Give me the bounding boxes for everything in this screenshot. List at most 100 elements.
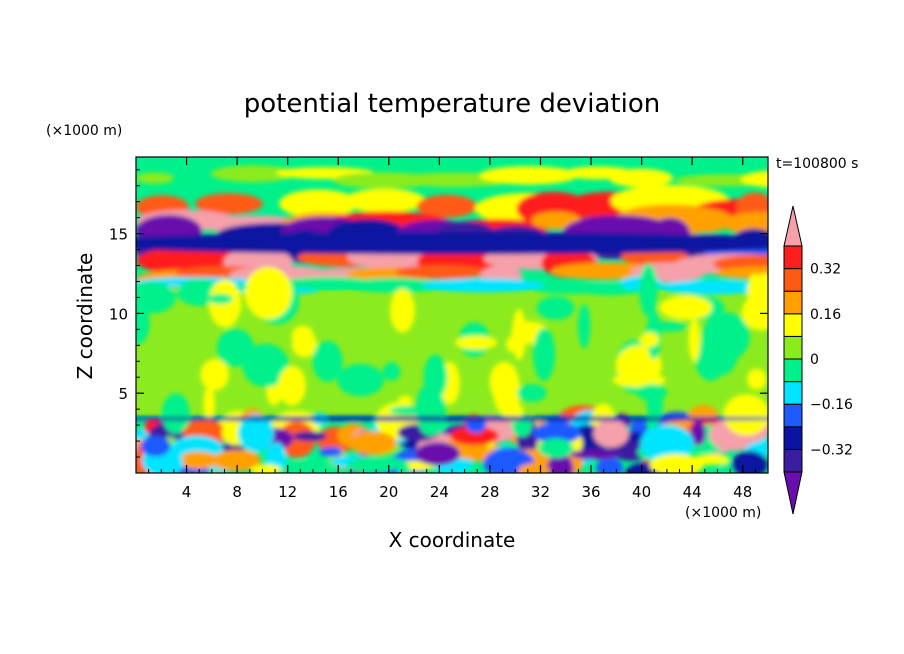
- x-tick-label: 24: [430, 483, 449, 501]
- contour-blob: [659, 295, 712, 320]
- contour-blob: [639, 263, 658, 317]
- contour-blob: [741, 170, 768, 188]
- x-tick-label: 8: [232, 483, 242, 501]
- contour-blob: [608, 168, 673, 188]
- colorbar-label: −0.32: [810, 442, 853, 458]
- time-label: t=100800 s: [776, 156, 858, 172]
- y-axis: 5 10 15: [109, 169, 768, 458]
- contour-blob: [649, 454, 704, 473]
- contour-blob: [177, 451, 219, 470]
- contour-blob: [348, 431, 397, 456]
- x-axis-label: X coordinate: [389, 528, 516, 552]
- contour-blob: [389, 405, 427, 416]
- contour-blob: [319, 446, 343, 457]
- contour-blob: [140, 435, 171, 457]
- contour-blob: [741, 294, 768, 331]
- contour-blob: [690, 421, 706, 446]
- contour-blob: [518, 463, 551, 473]
- contour-blob: [337, 363, 385, 397]
- colorbar-segment: [783, 426, 803, 450]
- contour-blob: [212, 449, 262, 472]
- colorbar-label: 0.16: [810, 307, 841, 323]
- contour-blob: [292, 431, 327, 442]
- contour-blob: [208, 293, 234, 305]
- contour-blob: [512, 309, 526, 361]
- contour-blob: [731, 450, 768, 473]
- colorbar-segment: [783, 268, 803, 292]
- contour-blob: [747, 273, 763, 311]
- contour-field: [136, 157, 768, 473]
- colorbar-segment: [783, 448, 803, 473]
- contour-blob: [578, 303, 591, 349]
- y-tick-label: 15: [109, 226, 128, 244]
- contour-blob: [532, 422, 582, 444]
- contour-blob: [639, 332, 660, 348]
- contour-blob: [279, 189, 358, 218]
- contour-blob: [200, 358, 229, 391]
- contour-blob: [161, 393, 190, 434]
- x-unit-label: (×1000 m): [685, 505, 761, 521]
- contour-blob: [347, 457, 397, 473]
- colorbar-label: 0: [810, 352, 819, 368]
- colorbar-segment: [783, 313, 803, 337]
- contour-blob: [536, 296, 575, 320]
- x-axis: 4 8 12 16 20 24 28 32 36 40 44 48: [148, 157, 756, 501]
- y-tick-label: 5: [118, 385, 128, 403]
- contour-blob: [344, 277, 445, 293]
- contour-blob: [278, 421, 316, 459]
- contour-blob: [415, 442, 460, 466]
- contour-blob: [517, 383, 547, 403]
- contour-blob: [483, 448, 535, 473]
- contour-blob: [723, 394, 768, 436]
- contour-blob: [673, 208, 733, 233]
- colorbar-label: −0.16: [810, 397, 853, 413]
- y-unit-label: (×1000 m): [46, 123, 122, 139]
- contour-blob: [533, 327, 556, 381]
- x-tick-label: 48: [733, 483, 752, 501]
- contour-blob: [636, 384, 668, 401]
- contour-blob: [242, 343, 289, 388]
- x-tick-label: 4: [182, 483, 192, 501]
- chart-title: potential temperature deviation: [244, 89, 660, 119]
- colorbar-min-arrow: [783, 471, 803, 515]
- y-axis-label: Z coordinate: [73, 253, 97, 380]
- contour-blob: [282, 459, 331, 473]
- contour-blob: [531, 211, 581, 230]
- colorbar-segment: [783, 290, 803, 315]
- contour-blob: [479, 166, 578, 185]
- colorbar-segment: [783, 335, 803, 360]
- contour-blob: [390, 288, 415, 333]
- contour-blob: [416, 194, 477, 218]
- contour-blob: [136, 172, 174, 184]
- colorbar-segment: [783, 403, 803, 428]
- contour-blob: [343, 188, 426, 213]
- colorbar: 0.32 0.16 0 −0.16 −0.32: [783, 205, 853, 515]
- contour-blob: [250, 464, 282, 473]
- contour-blob: [136, 232, 768, 255]
- x-tick-label: 20: [379, 483, 398, 501]
- x-tick-label: 12: [278, 483, 297, 501]
- contour-blob: [455, 335, 498, 350]
- contour-blob: [593, 419, 629, 448]
- contour-blob: [612, 373, 666, 388]
- x-tick-label: 16: [329, 483, 348, 501]
- colorbar-max-arrow: [783, 205, 803, 247]
- contour-blob: [596, 457, 623, 473]
- contour-blob: [538, 438, 574, 459]
- colorbar-segment: [783, 381, 803, 405]
- contour-blob: [244, 267, 293, 320]
- contour-blob: [640, 424, 694, 463]
- x-tick-label: 32: [531, 483, 550, 501]
- contour-blob: [423, 354, 448, 400]
- contour-blob: [688, 318, 700, 362]
- contour-blob: [278, 365, 306, 406]
- contour-blob: [136, 416, 768, 422]
- colorbar-segment: [783, 358, 803, 383]
- colorbar-label: 0.32: [810, 262, 841, 278]
- y-tick-label: 10: [109, 305, 128, 323]
- x-tick-label: 28: [480, 483, 499, 501]
- contour-blob: [396, 265, 489, 280]
- contour-blob: [570, 449, 621, 460]
- contour-blob: [312, 340, 343, 382]
